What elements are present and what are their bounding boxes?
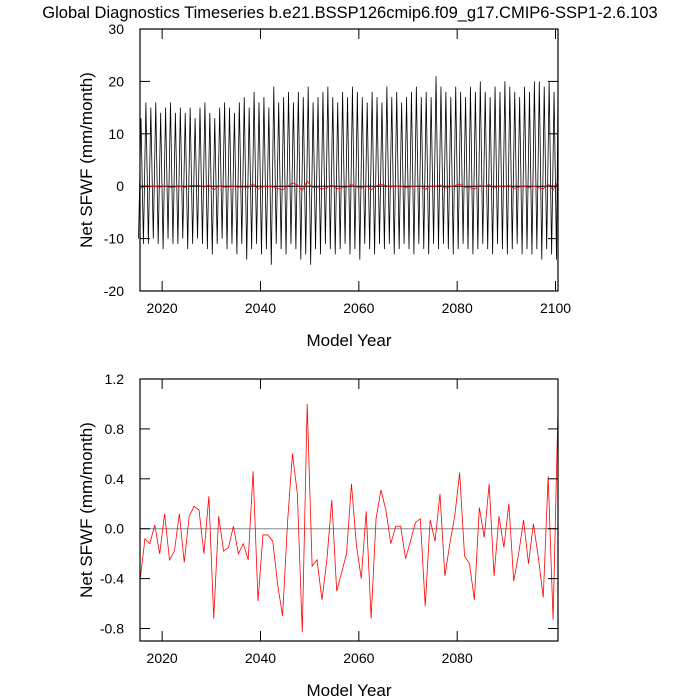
- y-tick-label: 30: [108, 21, 124, 37]
- x-tick-label: 2080: [442, 300, 473, 316]
- y-tick-label: -0.4: [100, 571, 124, 587]
- y-tick-label: 0.4: [105, 471, 125, 487]
- y-tick-label: -10: [104, 231, 124, 247]
- x-tick-label: 2100: [540, 300, 571, 316]
- y-axis-label: Net SFWF (mm/month): [77, 422, 96, 598]
- plot-frame: [139, 378, 559, 642]
- x-tick-label: 2020: [147, 650, 178, 666]
- chart-title: Global Diagnostics Timeseries b.e21.BSSP…: [42, 4, 657, 22]
- x-tick-label: 2080: [442, 650, 473, 666]
- y-tick-label: 0.8: [105, 421, 125, 437]
- y-tick-label: 1.2: [105, 371, 125, 387]
- series-line: [138, 76, 559, 265]
- y-tick-label: 0: [116, 178, 124, 194]
- x-tick-label: 2020: [147, 300, 178, 316]
- x-tick-label: 2040: [245, 300, 276, 316]
- y-tick-label: 0.0: [105, 521, 125, 537]
- x-axis-label: Model Year: [306, 331, 391, 350]
- series-line: [139, 403, 559, 633]
- x-axis-label: Model Year: [306, 681, 391, 700]
- y-axis-label: Net SFWF (mm/month): [77, 72, 96, 248]
- y-tick-label: 10: [108, 126, 124, 142]
- x-tick-label: 2040: [245, 650, 276, 666]
- x-tick-label: 2060: [343, 300, 374, 316]
- series-line: [139, 180, 559, 192]
- y-tick-label: -20: [104, 283, 124, 299]
- y-tick-label: 20: [108, 73, 124, 89]
- plot-frame: [139, 28, 559, 292]
- x-tick-label: 2060: [343, 650, 374, 666]
- y-tick-label: -0.8: [100, 621, 124, 637]
